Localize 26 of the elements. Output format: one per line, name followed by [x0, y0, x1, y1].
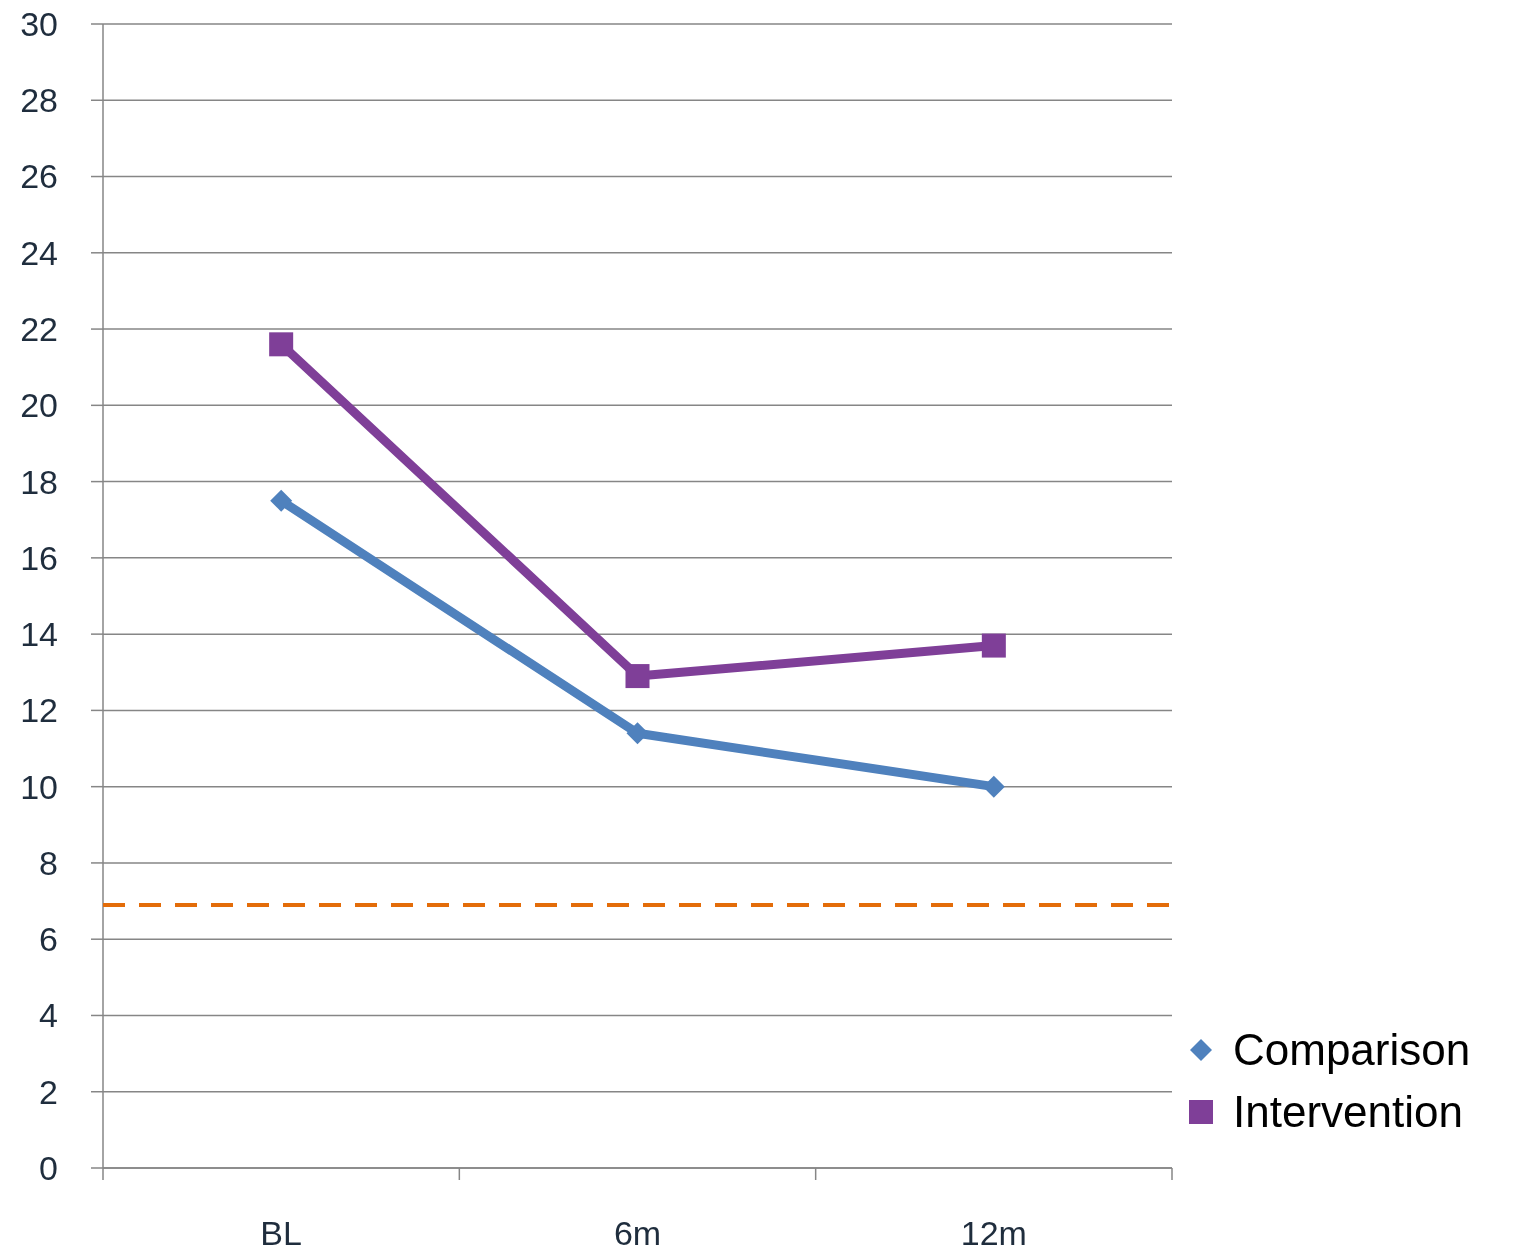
y-tick-label: 12: [20, 691, 58, 730]
y-tick-label: 28: [20, 81, 58, 120]
point: [981, 633, 1006, 658]
x-tick-label: 6m: [613, 1214, 662, 1252]
point: [625, 664, 650, 689]
y-tick-label: 20: [20, 386, 58, 425]
point: [982, 775, 1005, 798]
x-tick-label: BL: [260, 1214, 302, 1252]
y-tick-label: 4: [39, 996, 58, 1035]
y-tick-label: 8: [39, 843, 58, 882]
legend-label: Intervention: [1233, 1087, 1463, 1137]
y-tick-label: 26: [20, 157, 58, 196]
y-tick-label: 24: [20, 233, 58, 272]
point: [269, 332, 294, 357]
y-tick-label: 16: [20, 538, 58, 577]
y-tick-label: 30: [20, 4, 58, 43]
y-tick-label: 22: [20, 309, 58, 348]
y-tick-label: 18: [20, 462, 58, 501]
y-tick-label: 14: [20, 615, 58, 654]
x-tick-label: 12m: [960, 1214, 1027, 1252]
point: [270, 489, 293, 512]
y-tick-label: 10: [20, 767, 58, 806]
y-tick-label: 2: [39, 1072, 58, 1111]
y-tick-label: 0: [39, 1148, 58, 1187]
y-tick-label: 6: [39, 920, 58, 959]
legend-label: Comparison: [1233, 1025, 1471, 1075]
